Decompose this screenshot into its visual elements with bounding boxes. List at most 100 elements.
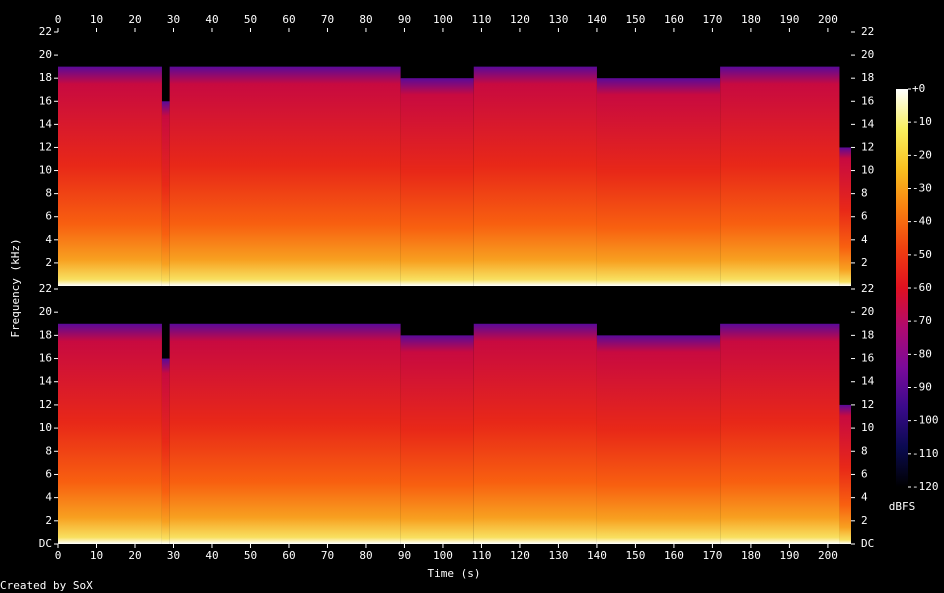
colorbar-tick-label: -110 [912, 447, 939, 460]
colorbar-tick-label: -50 [912, 248, 932, 261]
y-tick-label: 2 [861, 256, 868, 269]
x-tick-label: 30 [167, 549, 180, 562]
x-tick-label: 190 [779, 13, 799, 26]
x-tick-label: 10 [90, 549, 103, 562]
y-tick-label: 22 [39, 282, 52, 295]
y-tick-label: 6 [45, 210, 52, 223]
y-tick-label: 14 [39, 117, 53, 130]
y-tick-label: 4 [861, 491, 868, 504]
x-tick-label: 140 [587, 549, 607, 562]
x-tick-label: 50 [244, 549, 257, 562]
x-tick-label: 130 [548, 549, 568, 562]
spectrum-segment [596, 335, 721, 544]
x-tick-label: 100 [433, 13, 453, 26]
y-tick-label: 18 [39, 71, 52, 84]
spectrum-segment [169, 66, 401, 287]
y-tick-label: 10 [39, 164, 52, 177]
x-tick-label: 80 [359, 13, 372, 26]
y-tick-label: 2 [861, 514, 868, 527]
y-tick-label: DC [39, 537, 52, 550]
y-tick-label: 4 [861, 233, 868, 246]
colorbar [896, 89, 908, 487]
y-tick-label: 12 [39, 140, 52, 153]
y-tick-label: 20 [39, 305, 52, 318]
y-tick-label: 16 [861, 94, 874, 107]
y-tick-label: 14 [861, 117, 875, 130]
x-tick-label: 160 [664, 549, 684, 562]
y-tick-label: 2 [45, 514, 52, 527]
y-tick-label: 10 [861, 164, 874, 177]
colorbar-tick-label: -20 [912, 148, 932, 161]
y-axis-label: Frequency (kHz) [9, 238, 22, 337]
x-tick-label: 110 [472, 549, 492, 562]
y-tick-label: 22 [861, 282, 874, 295]
y-tick-label: 22 [39, 25, 52, 38]
x-tick-label: 180 [741, 549, 761, 562]
spectrum-segment [473, 323, 597, 544]
spectrum-segment [596, 78, 721, 286]
x-tick-label: 60 [282, 13, 295, 26]
y-tick-label: 12 [861, 140, 874, 153]
spectrum-segment [720, 66, 840, 287]
y-tick-label: 18 [861, 71, 874, 84]
x-tick-label: 150 [625, 549, 645, 562]
y-tick-label: 8 [861, 187, 868, 200]
y-tick-label: 8 [861, 444, 868, 457]
spectrum-segment [839, 404, 851, 544]
spectrum-segment [58, 323, 162, 544]
x-tick-label: 10 [90, 13, 103, 26]
y-tick-label: 20 [861, 48, 874, 61]
y-tick-label: 6 [861, 210, 868, 223]
x-tick-label: 30 [167, 13, 180, 26]
colorbar-tick-label: -60 [912, 281, 932, 294]
x-tick-label: 120 [510, 549, 530, 562]
spectrum-segment [720, 323, 840, 544]
x-tick-label: 40 [205, 13, 218, 26]
x-tick-label: 120 [510, 13, 530, 26]
y-tick-label: DC [861, 537, 874, 550]
x-tick-label: 170 [702, 13, 722, 26]
x-axis-label: Time (s) [428, 567, 481, 580]
x-tick-label: 180 [741, 13, 761, 26]
x-tick-label: 200 [818, 13, 838, 26]
x-tick-label: 140 [587, 13, 607, 26]
y-tick-label: 16 [39, 352, 52, 365]
y-tick-label: 10 [39, 421, 52, 434]
y-tick-label: 4 [45, 233, 52, 246]
colorbar-tick-label: -100 [912, 414, 939, 427]
spectrum-segment [169, 323, 401, 544]
y-tick-label: 10 [861, 421, 874, 434]
spectrum-segment [58, 66, 162, 287]
x-tick-label: 40 [205, 549, 218, 562]
spectrum-segment [473, 66, 597, 287]
x-tick-label: 190 [779, 549, 799, 562]
x-tick-label: 130 [548, 13, 568, 26]
x-tick-label: 150 [625, 13, 645, 26]
y-tick-label: 20 [861, 305, 874, 318]
colorbar-tick-label: -120 [912, 480, 939, 493]
x-tick-label: 20 [128, 549, 141, 562]
x-tick-label: 90 [398, 549, 411, 562]
x-tick-label: 160 [664, 13, 684, 26]
y-tick-label: 22 [861, 25, 874, 38]
y-tick-label: 8 [45, 444, 52, 457]
y-tick-label: 2 [45, 256, 52, 269]
y-tick-label: 16 [861, 352, 874, 365]
spectrum-segment [400, 78, 474, 286]
y-tick-label: 14 [861, 375, 875, 388]
x-tick-label: 60 [282, 549, 295, 562]
y-tick-label: 4 [45, 491, 52, 504]
colorbar-tick-label: -30 [912, 182, 932, 195]
colorbar-tick-label: -10 [912, 115, 932, 128]
spectrum-segment [400, 335, 474, 544]
y-tick-label: 14 [39, 375, 53, 388]
colorbar-tick-label: -90 [912, 381, 932, 394]
x-tick-label: 80 [359, 549, 372, 562]
y-tick-label: 18 [861, 328, 874, 341]
x-tick-label: 20 [128, 13, 141, 26]
credit: Created by SoX [0, 579, 93, 592]
x-tick-label: 70 [321, 13, 334, 26]
y-tick-label: 16 [39, 94, 52, 107]
spectrum-segment [161, 358, 170, 544]
